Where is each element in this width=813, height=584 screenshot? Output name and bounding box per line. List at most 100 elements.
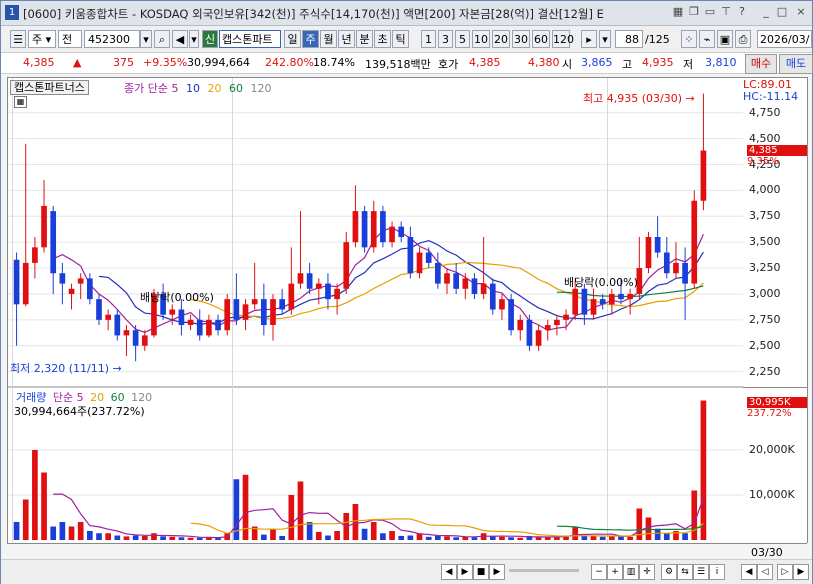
interval-button[interactable]: 1 — [421, 30, 436, 48]
price-tick-label: 3,500 — [749, 235, 781, 249]
interval-button[interactable]: 20 — [492, 30, 510, 48]
save-icon[interactable]: ▣ — [717, 30, 733, 48]
period-tab[interactable]: 주 — [302, 30, 319, 48]
low-label: 저 — [683, 58, 694, 71]
count-input[interactable]: 88 — [615, 30, 643, 48]
volume-current-box: 30,995K — [747, 397, 807, 408]
price-tick-label: 3,250 — [749, 261, 781, 275]
price-tick-label: 4,500 — [749, 131, 781, 145]
candle-body — [480, 283, 487, 294]
volume-bar — [59, 522, 66, 540]
search-icon[interactable]: ⌕ — [154, 30, 170, 48]
candle-body — [682, 262, 688, 284]
compare-icon[interactable]: ⇆ — [677, 564, 693, 580]
restore-icon[interactable]: ❐ — [689, 5, 699, 18]
grid-icon[interactable]: ⁘ — [681, 30, 697, 48]
interval-button[interactable]: 30 — [512, 30, 530, 48]
period-tab[interactable]: 초 — [374, 30, 391, 48]
up-triangle-icon: ▲ — [73, 56, 82, 69]
candle-body — [251, 299, 258, 305]
print-icon[interactable]: ⎙ — [735, 30, 751, 48]
zoom-out-icon[interactable]: − — [591, 564, 607, 580]
interval-button[interactable]: 120 — [552, 30, 574, 48]
volume-bar — [645, 517, 652, 540]
ma60-legend: 60 — [228, 82, 243, 95]
candle-body — [416, 252, 423, 274]
vol-ma-label: 단순 — [52, 391, 74, 404]
interval-button[interactable]: 60 — [532, 30, 550, 48]
candle-body — [224, 299, 231, 331]
minimize-tile-icon[interactable]: ▭ — [704, 5, 716, 18]
crosshair-icon[interactable]: ✛ — [639, 564, 655, 580]
chart-tool-icon[interactable]: ⌁ — [699, 30, 715, 48]
price-tick-label: 4,000 — [749, 183, 781, 197]
scroll-left-icon[interactable]: ◀ — [441, 564, 457, 580]
price-tick-label: 2,250 — [749, 364, 781, 378]
volume-bar — [682, 533, 688, 540]
first-page-icon[interactable]: ◀ — [741, 564, 757, 580]
company-name[interactable]: 캡스톤파트 — [219, 30, 281, 48]
volume-bar — [517, 537, 524, 540]
volume-bar — [407, 535, 414, 540]
candle-body — [261, 299, 267, 326]
price-tick-label: 3,750 — [749, 209, 781, 223]
ma5-legend: 5 — [171, 82, 179, 95]
speaker-icon[interactable]: ◀ — [172, 30, 188, 48]
fit-icon[interactable]: ▥ — [623, 564, 639, 580]
date-input[interactable]: 2026/03/ — [757, 30, 812, 48]
info-icon[interactable]: i — [709, 564, 725, 580]
period-value: 주 — [32, 33, 43, 46]
period-arrow-icon[interactable]: ▸ — [581, 30, 597, 48]
volume-bar — [618, 536, 624, 540]
volume-bar — [627, 536, 633, 540]
code-dropdown-icon[interactable]: ▾ — [140, 30, 152, 48]
title-bar: 1 [0600] 키움종합차트 - KOSDAQ 외국인보유[342(천)] 주… — [1, 1, 812, 26]
next-page-icon[interactable]: ▷ — [777, 564, 793, 580]
buy-button[interactable]: 매수 — [745, 54, 777, 74]
zoom-slider[interactable] — [509, 569, 579, 572]
tile-icon[interactable]: ▦ — [672, 5, 684, 18]
candle-body — [233, 299, 240, 320]
period-tab[interactable]: 분 — [356, 30, 373, 48]
play-icon[interactable]: ▶ — [457, 564, 473, 580]
type-select[interactable]: 전 ▾ — [58, 30, 82, 64]
period-select[interactable]: 주 ▾ — [28, 30, 56, 48]
interval-button[interactable]: 5 — [455, 30, 470, 48]
period-tab[interactable]: 년 — [338, 30, 355, 48]
chart-svg[interactable]: 202420252026 — [8, 78, 743, 558]
candle-body — [517, 319, 524, 331]
interval-button[interactable]: 3 — [438, 30, 453, 48]
help-icon[interactable]: ? — [739, 5, 745, 18]
volume-bar — [251, 526, 258, 540]
stop-icon[interactable]: ■ — [473, 564, 489, 580]
current-pct-label: 9.35% — [747, 156, 779, 167]
prev-page-icon[interactable]: ◁ — [757, 564, 773, 580]
minimize-icon[interactable]: _ — [763, 5, 769, 18]
period-tab[interactable]: 월 — [320, 30, 337, 48]
pin-icon[interactable]: ⊤ — [721, 5, 731, 18]
volume-bar — [151, 533, 157, 540]
price-axis[interactable]: LC:89.01 HC:-11.14 4,750 4,500 4,250 4,000 3… — [743, 77, 808, 559]
chart-panel[interactable]: 202420252026 캡스톤파트너스 종가 단순 5 10 20 60 12… — [7, 77, 744, 558]
scroll-right-icon[interactable]: ▶ — [489, 564, 505, 580]
volume-bar — [609, 535, 615, 540]
last-page-icon[interactable]: ▶ — [793, 564, 809, 580]
code-input[interactable]: 452300 — [84, 30, 140, 48]
period-tab[interactable]: 틱 — [392, 30, 409, 48]
sell-button[interactable]: 매도 — [779, 54, 813, 74]
settings-icon[interactable]: ⚙ — [661, 564, 677, 580]
zoom-in-icon[interactable]: + — [607, 564, 623, 580]
period-dropdown-icon[interactable]: ▾ — [599, 30, 611, 48]
speaker-dropdown-icon[interactable]: ▾ — [189, 30, 199, 48]
price-chart-title[interactable]: 캡스톤파트너스 — [10, 80, 89, 95]
list-icon[interactable]: ☰ — [693, 564, 709, 580]
interval-button[interactable]: 10 — [472, 30, 490, 48]
period-tab[interactable]: 일 — [284, 30, 301, 48]
candle-body — [627, 293, 633, 300]
volume-bar — [325, 535, 331, 540]
menu-icon[interactable]: ☰ — [10, 30, 26, 48]
table-view-icon[interactable]: ▦ — [14, 96, 27, 108]
maximize-icon[interactable]: □ — [776, 5, 788, 18]
high-price: 4,935 — [642, 56, 674, 69]
close-icon[interactable]: × — [796, 5, 806, 18]
